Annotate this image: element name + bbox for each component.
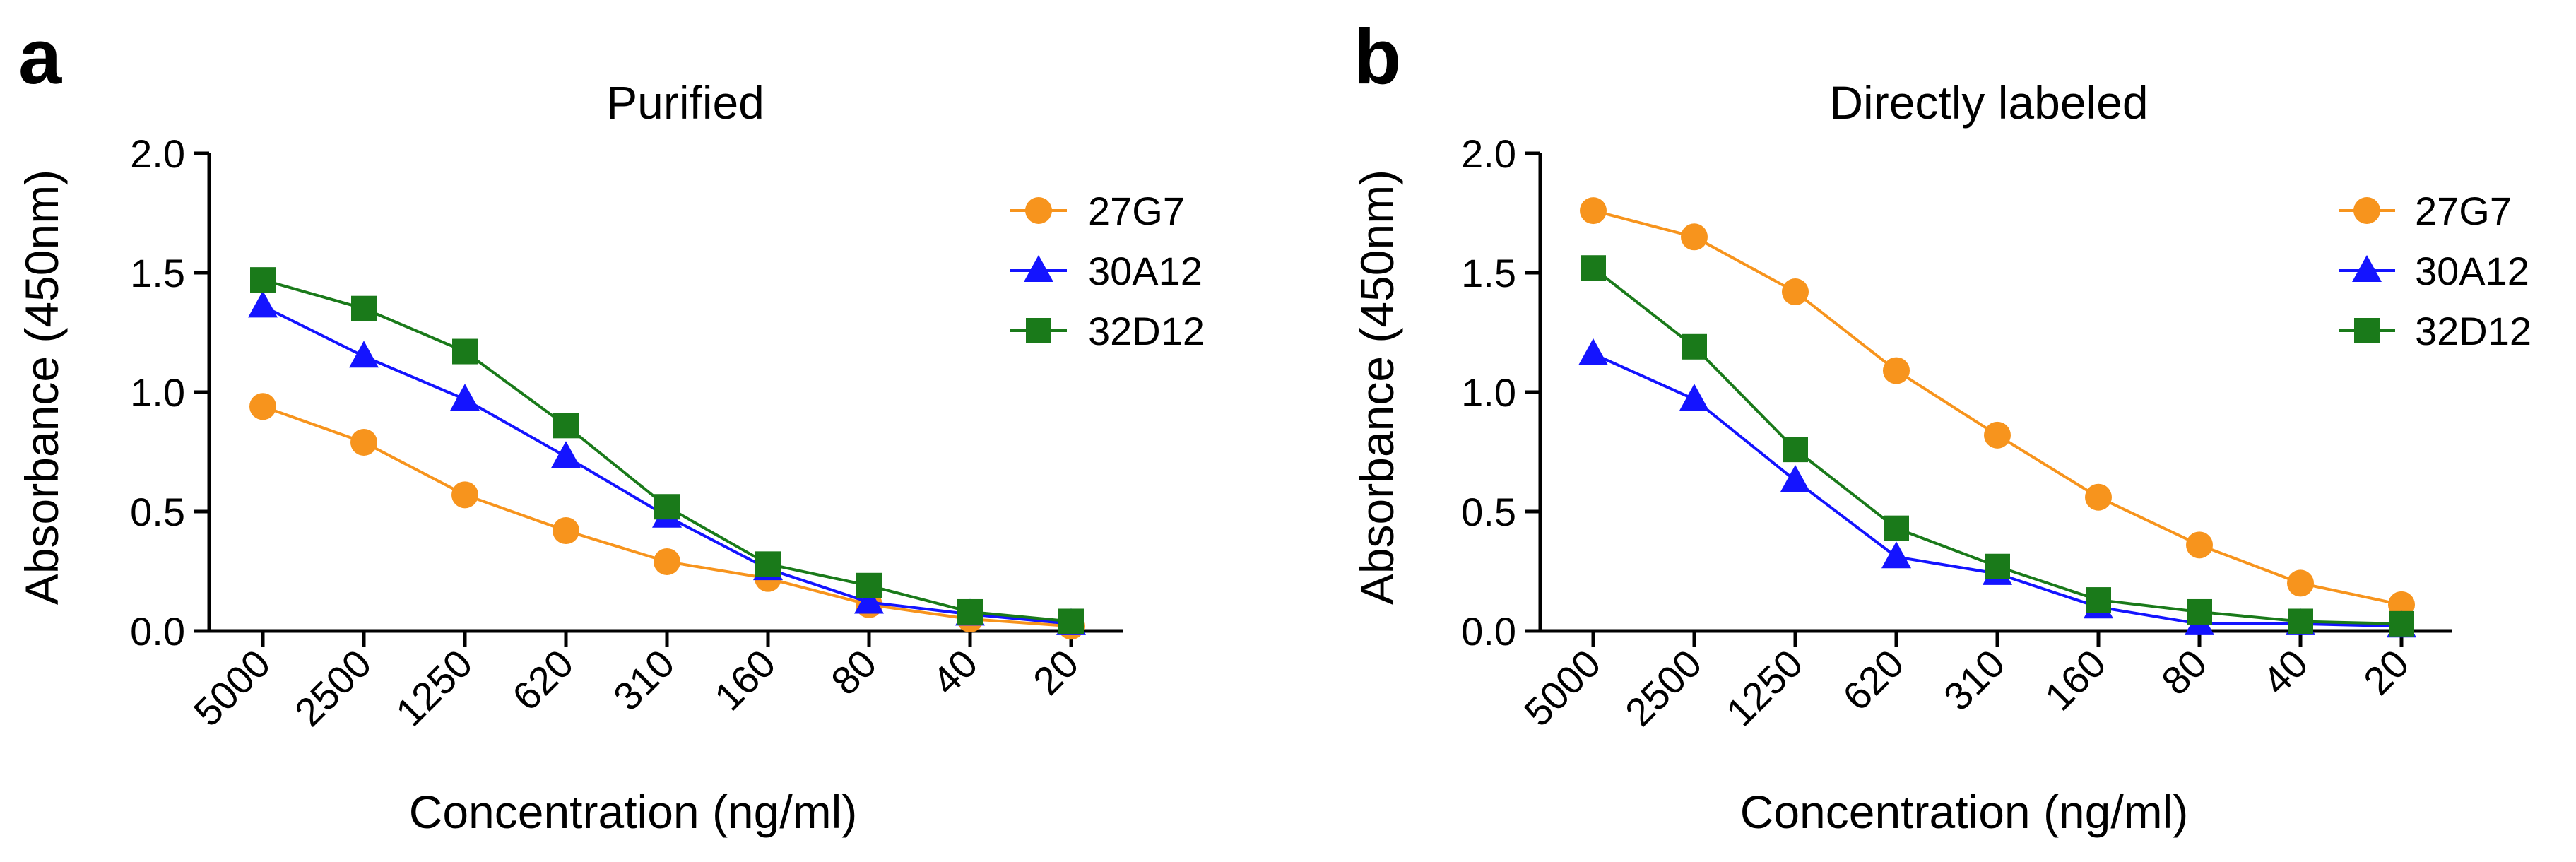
panel-a-y-tick-label: 0.0	[130, 609, 185, 654]
panel-b-x-tick-label: 620	[1834, 641, 1913, 719]
panel-a-data-point-32D12	[654, 494, 680, 520]
panel-b-chart: b Directly labeled Absorbance (450nm) Co…	[1351, 13, 2531, 838]
panel-a-plot-area: 0.0 0.5 1.0 1.5 2.0 5000 2500 1250 620 310 160 80 40…	[130, 131, 1205, 735]
panel-b-data-point-32D12	[1682, 333, 1707, 360]
panel-b-x-tick-label: 80	[2153, 641, 2216, 704]
panel-a-data-point-32D12	[351, 295, 377, 321]
panel-b-legend-marker-32D12	[2354, 318, 2380, 343]
panel-a-y-tick-label: 1.5	[130, 251, 185, 295]
panel-b-y-tick-label: 1.5	[1461, 251, 1516, 295]
panel-a-data-point-32D12	[856, 572, 882, 598]
panel-a-data-point-27G7	[654, 548, 680, 575]
panel-a-data-point-27G7	[451, 481, 478, 509]
panel-b-legend-label-30A12: 30A12	[2415, 249, 2529, 293]
panel-b-title: Directly labeled	[1829, 76, 2148, 129]
panel-a-y-tick-label: 1.0	[130, 370, 185, 415]
panel-b-letter: b	[1354, 13, 1401, 100]
panel-b-data-point-27G7	[2287, 569, 2314, 597]
panel-a-y-tick-label: 0.5	[130, 490, 185, 534]
panel-b-data-point-32D12	[1783, 437, 1808, 463]
panel-b-y-tick-label: 2.0	[1461, 131, 1516, 176]
panel-a-data-point-27G7	[350, 428, 377, 456]
panel-b-x-axis-label: Concentration (ng/ml)	[1740, 786, 2189, 838]
panel-a-data-point-32D12	[250, 267, 276, 293]
panel-b-data-point-27G7	[1580, 197, 1607, 225]
panel-a-data-point-30A12	[349, 341, 379, 368]
panel-a-data-point-32D12	[1058, 608, 1084, 634]
panel-a-x-tick-label: 620	[504, 641, 582, 719]
panel-a-data-point-30A12	[248, 290, 278, 318]
panel-a-legend-label-32D12: 32D12	[1088, 309, 1205, 353]
panel-a-series-line-30A12	[262, 305, 1072, 625]
panel-b-series-line-27G7	[1593, 209, 2402, 606]
panel-a-x-tick-label: 310	[605, 641, 683, 719]
panel-b-x-tick-label: 5000	[1516, 641, 1609, 735]
panel-a-legend-marker-27G7	[1025, 197, 1052, 224]
panel-b-legend-label-27G7: 27G7	[2415, 189, 2512, 233]
panel-b-data-point-32D12	[2288, 608, 2313, 634]
panel-a-x-tick-label: 2500	[286, 641, 380, 735]
panel-a-x-tick-label: 40	[923, 641, 986, 704]
panel-b-legend-label-32D12: 32D12	[2415, 309, 2531, 353]
panel-b-x-tick-label: 160	[2036, 641, 2115, 719]
panel-b-data-point-27G7	[2186, 531, 2213, 559]
panel-b-data-point-27G7	[2085, 483, 2112, 511]
panel-b-x-tick-label: 2500	[1617, 641, 1711, 735]
panel-b-y-tick-label: 0.5	[1461, 490, 1516, 534]
panel-b-data-point-27G7	[1782, 278, 1809, 306]
panel-b-data-point-27G7	[1883, 357, 1910, 384]
panel-a-chart: a Purified Absorbance (450nm) Concentrat…	[16, 13, 1205, 838]
panel-a-x-tick-label: 20	[1024, 641, 1087, 704]
panel-b-data-point-27G7	[1984, 421, 2011, 449]
panel-a-data-point-32D12	[452, 338, 478, 365]
panel-a-x-tick-label: 160	[706, 641, 784, 719]
panel-b-data-point-30A12	[1578, 338, 1608, 365]
panel-a-x-axis-label: Concentration (ng/ml)	[409, 786, 858, 838]
panel-a-data-point-27G7	[553, 517, 579, 545]
panel-b-data-point-30A12	[1881, 541, 1911, 569]
panel-a-legend-label-30A12: 30A12	[1088, 249, 1203, 293]
panel-a-legend-label-27G7: 27G7	[1088, 189, 1185, 233]
panel-b-legend-marker-30A12	[2352, 255, 2382, 282]
panel-b-x-tick-label: 40	[2254, 641, 2317, 704]
panel-b-x-tick-label: 310	[1935, 641, 2014, 719]
panel-a-data-point-27G7	[249, 393, 276, 420]
panel-a-x-tick-label: 80	[822, 641, 885, 704]
panel-b-data-point-30A12	[1780, 465, 1810, 492]
panel-a-data-point-30A12	[551, 441, 581, 468]
panel-b-series-line-30A12	[1593, 353, 2402, 628]
panel-a-y-tick-label: 2.0	[130, 131, 185, 176]
panel-b-y-tick-label: 0.0	[1461, 609, 1516, 654]
panel-a-data-point-30A12	[854, 586, 884, 614]
panel-b-legend-marker-27G7	[2353, 197, 2380, 224]
panel-a-data-point-32D12	[553, 413, 579, 439]
panel-a-data-point-32D12	[755, 551, 781, 577]
panel-b-data-point-30A12	[1679, 384, 1709, 411]
panel-b-x-tick-label: 20	[2355, 641, 2418, 704]
panel-b-plot-area: 0.0 0.5 1.0 1.5 2.0 5000 2500 1250 620 310 160 80 40…	[1461, 131, 2531, 735]
panel-a-letter: a	[18, 13, 62, 100]
panel-b-y-axis-label: Absorbance (450nm)	[1351, 170, 1403, 605]
panel-b-y-tick-label: 1.0	[1461, 370, 1516, 415]
panel-b-data-point-32D12	[1581, 255, 1606, 281]
panel-a-legend-marker-30A12	[1024, 255, 1053, 282]
panel-a-y-axis-label: Absorbance (450nm)	[16, 170, 68, 605]
panel-b-data-point-32D12	[2389, 610, 2414, 637]
panel-b-data-point-27G7	[1681, 223, 1708, 251]
panel-b-data-point-32D12	[1884, 515, 1909, 541]
panel-a-x-tick-label: 1250	[387, 641, 481, 735]
panel-a-x-tick-label: 5000	[185, 641, 279, 735]
panel-a-title: Purified	[606, 76, 764, 129]
panel-b-data-point-32D12	[2187, 598, 2212, 625]
panel-b-data-point-32D12	[1985, 553, 2010, 579]
panel-b-data-point-32D12	[2086, 587, 2111, 613]
panel-b-x-tick-label: 1250	[1718, 641, 1812, 735]
panel-a-data-point-30A12	[450, 384, 480, 411]
panel-a-legend-marker-32D12	[1026, 318, 1051, 343]
panel-a-data-point-32D12	[957, 598, 983, 625]
